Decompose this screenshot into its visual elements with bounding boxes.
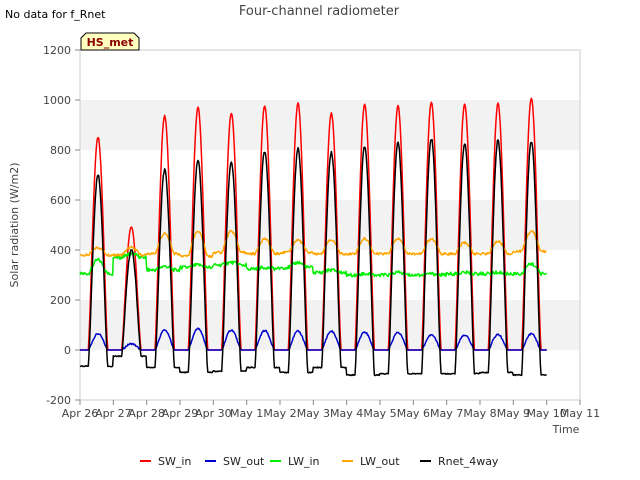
- x-axis-label: Time: [552, 423, 580, 436]
- x-tick-label: Apr 27: [95, 407, 132, 420]
- legend: SW_in SW_out LW_in LW_out Rnet_4way: [140, 455, 499, 468]
- badge-label: HS_met: [87, 36, 134, 49]
- corner-note: No data for f_Rnet: [5, 8, 106, 21]
- x-tick-label: May 7: [430, 407, 463, 420]
- legend-label: SW_in: [158, 455, 191, 468]
- x-tick-label: May 3: [297, 407, 330, 420]
- x-tick-label: May 1: [230, 407, 263, 420]
- series-line-rnet-4way: [79, 139, 547, 377]
- hs-met-badge: HS_met: [80, 32, 140, 51]
- x-tick-label: Apr 26: [62, 407, 99, 420]
- x-tick-label: May 9: [497, 407, 530, 420]
- y-tick-label: 1000: [43, 94, 71, 107]
- y-axis-label: Solar radiation (W/m2): [8, 162, 21, 287]
- x-tick-label: May 6: [397, 407, 430, 420]
- series-line-sw-out: [79, 327, 547, 351]
- x-tick-label: May 5: [363, 407, 396, 420]
- y-tick-label: 200: [50, 294, 71, 307]
- grid-band: [80, 50, 580, 100]
- x-tick-label: May 2: [263, 407, 296, 420]
- grid-band: [80, 350, 580, 400]
- y-tick-label: -200: [46, 394, 71, 407]
- y-tick-label: 400: [50, 244, 71, 257]
- y-tick-label: 0: [64, 344, 71, 357]
- grid-band: [80, 250, 580, 300]
- series-line-lw-in: [79, 251, 547, 278]
- y-axis: -200 0 200 400 600 800 1000 1200: [43, 44, 80, 407]
- plot-frame: [79, 49, 581, 401]
- series-layer: [79, 97, 547, 377]
- x-tick-label: May 10: [527, 407, 567, 420]
- legend-label: LW_in: [288, 455, 320, 468]
- series-line-lw-out: [79, 229, 547, 258]
- y-tick-label: 1200: [43, 44, 71, 57]
- legend-label: Rnet_4way: [438, 455, 499, 468]
- x-tick-label: Apr 29: [162, 407, 199, 420]
- legend-label: LW_out: [360, 455, 400, 468]
- grid-band: [80, 300, 580, 350]
- y-tick-label: 600: [50, 194, 71, 207]
- y-tick-label: 800: [50, 144, 71, 157]
- chart-title: Four-channel radiometer: [239, 4, 400, 19]
- x-tick-label: May 8: [463, 407, 496, 420]
- x-tick-label: May 11: [560, 407, 600, 420]
- x-tick-label: Apr 28: [128, 407, 165, 420]
- x-tick-label: May 4: [330, 407, 363, 420]
- legend-label: SW_out: [223, 455, 265, 468]
- x-tick-label: Apr 30: [195, 407, 232, 420]
